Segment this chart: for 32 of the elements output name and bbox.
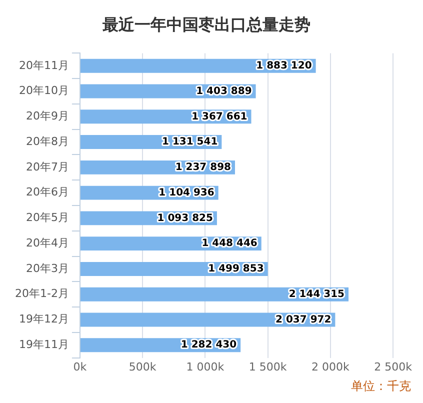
y-tick-label: 20年11月 (18, 58, 69, 72)
x-tick-label: 1 500k (248, 360, 288, 374)
data-label: 1 403 889 (196, 86, 252, 97)
x-tick-label: 2 000k (312, 360, 350, 374)
data-label: 1 131 541 (162, 136, 218, 148)
y-tick-label: 19年11月 (18, 338, 69, 351)
y-tick-label: 20年10月 (18, 84, 69, 98)
data-label: 1 448 446 (202, 238, 258, 250)
data-label: 1 237 898 (175, 162, 232, 174)
y-tick-label: 20年7月 (26, 160, 69, 174)
text: 单位：千克 (351, 379, 411, 394)
y-tick-label: 20年8月 (26, 134, 69, 148)
data-label: 1 499 853 (208, 264, 264, 275)
x-tick-label: 1 000k (186, 360, 225, 374)
x-tick-label: 0k (73, 360, 88, 374)
data-label: 2 144 315 (288, 288, 345, 300)
data-label: 2 037 972 (276, 314, 332, 326)
data-label: 1 883 120 (256, 60, 312, 72)
y-tick-label: 20年9月 (26, 110, 69, 123)
y-tick-label: 20年3月 (26, 262, 69, 275)
y-tick-label: 20年6月 (26, 186, 69, 199)
data-label: 1 282 430 (180, 340, 237, 351)
data-label: 1 367 661 (192, 111, 248, 122)
data-label: 1 093 825 (157, 212, 213, 224)
y-tick-label: 20年4月 (26, 236, 69, 250)
data-label: 1 104 936 (158, 187, 214, 198)
x-tick-label: 2 500k (374, 360, 413, 374)
y-tick-label: 20年1-2月 (14, 287, 69, 300)
y-tick-label: 20年5月 (26, 211, 69, 224)
chart-title: 最近一年中国枣出口总量走势 (102, 14, 310, 34)
y-tick-label: 19年12月 (18, 312, 69, 326)
x-tick-label: 500k (128, 360, 157, 374)
